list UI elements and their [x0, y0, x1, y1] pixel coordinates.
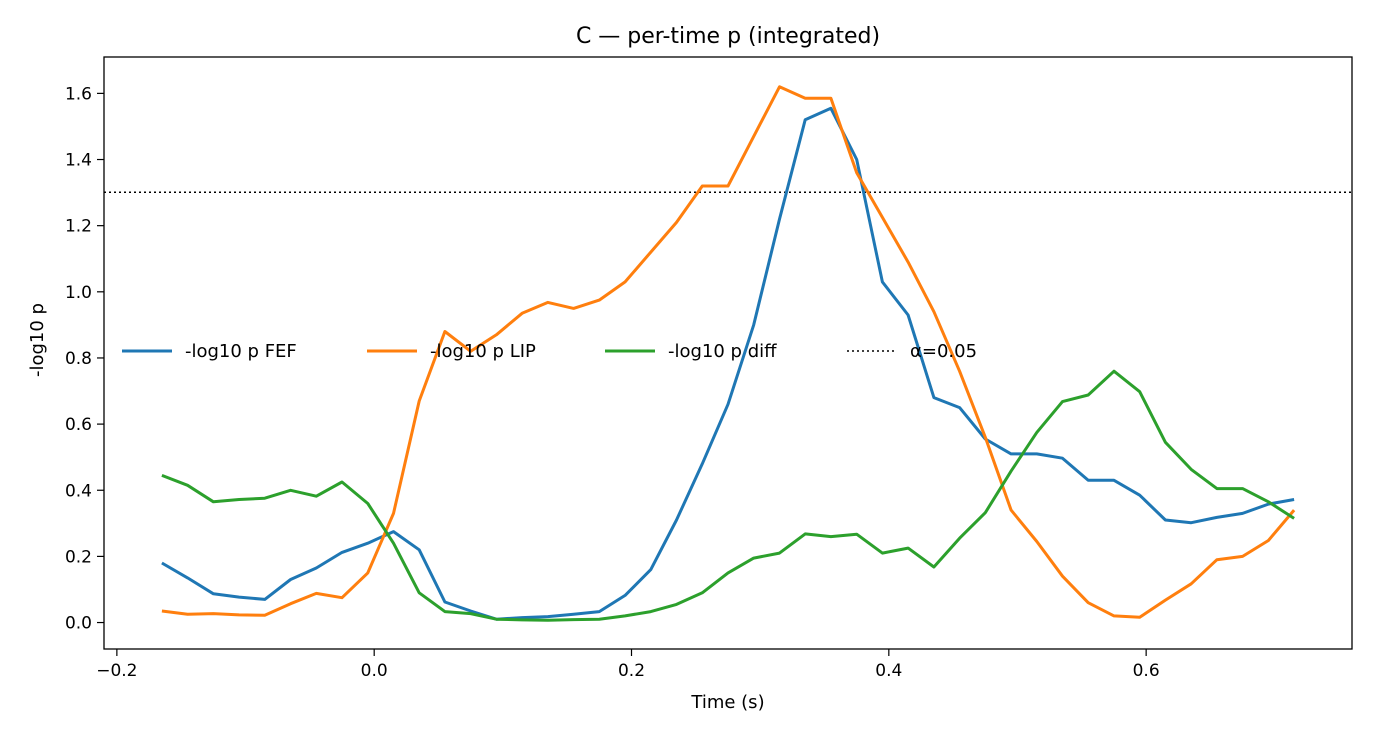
- y-tick-label: 0.0: [65, 614, 92, 634]
- chart-title: C — per-time p (integrated): [576, 24, 880, 49]
- y-tick-label: 1.0: [65, 283, 92, 303]
- y-tick-label: 1.2: [65, 217, 92, 237]
- legend-label-3: α=0.05: [910, 341, 977, 362]
- legend: -log10 p FEF -log10 p LIP -log10 p diff α=0…: [122, 341, 977, 362]
- legend-label-2: -log10 p diff: [668, 341, 777, 362]
- legend-label-0: -log10 p FEF: [185, 341, 297, 362]
- x-tick-label: 0.0: [361, 661, 388, 681]
- x-axis-ticks: −0.2 0.0 0.2 0.4 0.6: [96, 649, 1160, 681]
- series-lines: [161, 85, 1296, 622]
- x-axis-label: Time (s): [690, 692, 764, 713]
- series-line-0: [161, 106, 1295, 621]
- x-tick-label: 0.4: [875, 661, 902, 681]
- x-tick-label: −0.2: [96, 661, 137, 681]
- series-line-2: [161, 369, 1295, 622]
- series-line-1: [161, 85, 1296, 619]
- y-tick-label: 1.6: [65, 84, 92, 104]
- y-tick-label: 1.4: [65, 151, 92, 171]
- y-axis-ticks: 0.0 0.2 0.4 0.6 0.8 1.0 1.2 1.4 1.6: [65, 84, 104, 634]
- x-tick-label: 0.2: [618, 661, 645, 681]
- y-tick-label: 0.6: [65, 415, 92, 435]
- axes-frame: [103, 56, 1353, 650]
- y-axis-label: -log10 p: [27, 303, 48, 377]
- y-tick-label: 0.8: [65, 349, 92, 369]
- y-tick-label: 0.4: [65, 481, 92, 501]
- legend-label-1: -log10 p LIP: [430, 341, 536, 362]
- y-tick-label: 0.2: [65, 547, 92, 567]
- x-tick-label: 0.6: [1133, 661, 1160, 681]
- plot-area: [104, 85, 1352, 622]
